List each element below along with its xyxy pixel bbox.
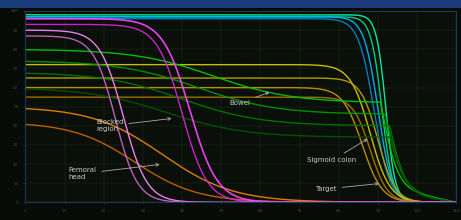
Text: Bowel: Bowel <box>229 92 269 106</box>
Text: Femoral
head: Femoral head <box>69 163 159 180</box>
Text: Sigmoid colon: Sigmoid colon <box>307 139 367 163</box>
Text: Target: Target <box>315 183 378 192</box>
Text: Blocked
region: Blocked region <box>96 117 171 132</box>
